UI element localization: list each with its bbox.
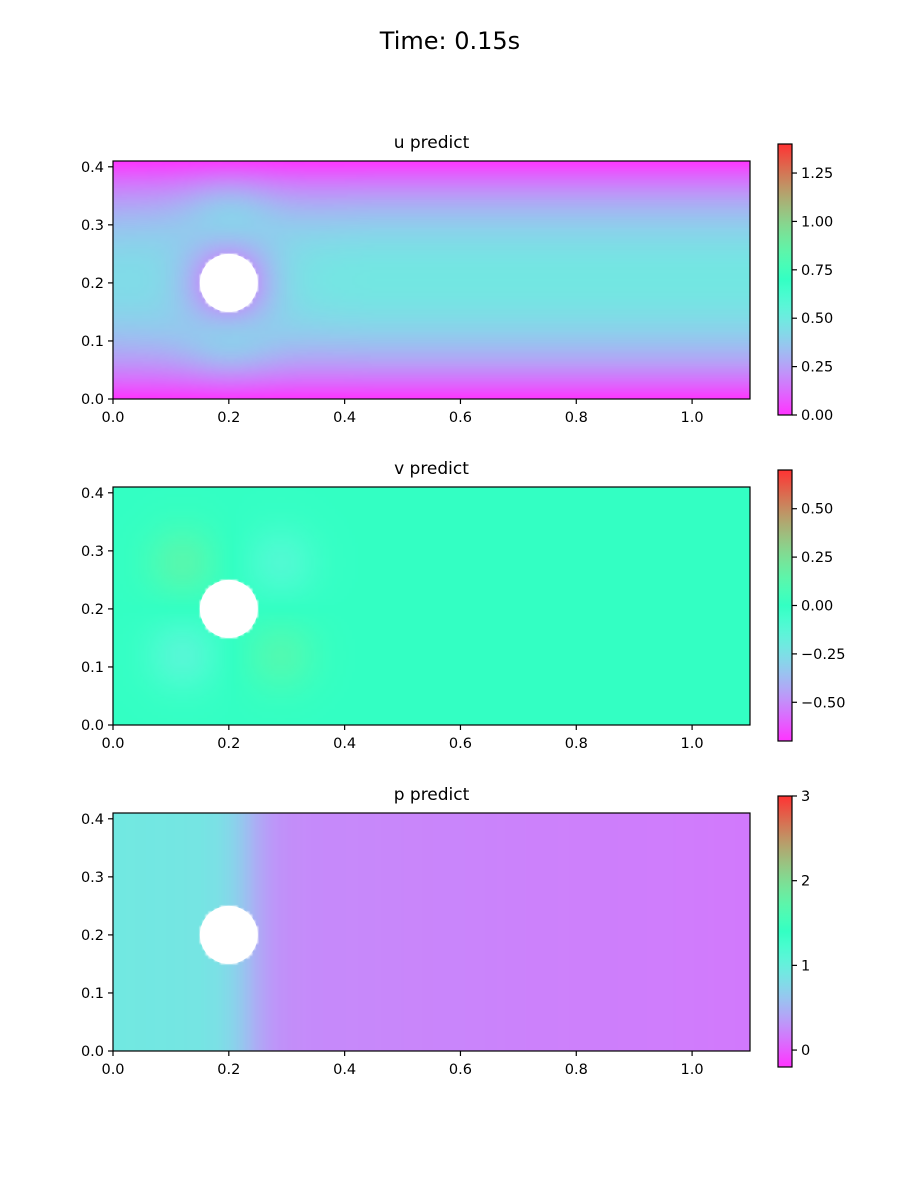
colorbar-tick-label: −0.25 [801, 647, 845, 663]
y-tick-label: 0.1 [81, 986, 104, 1002]
colorbar [778, 470, 792, 741]
x-tick-label: 0.8 [565, 1062, 588, 1078]
panel-3: p predict 0.0 0.2 0.4 0.6 0.8 1.0 0.0 0.1 0.2 0.3 0… [81, 785, 810, 1078]
colorbar-tick-label: 1.00 [801, 214, 833, 230]
y-tick-label: 0.0 [81, 718, 104, 734]
panels: u predict 0.0 0.2 0.4 0.6 0.8 1.0 0.0 0.1 0.2 0.3 0… [81, 133, 846, 1078]
colorbar-tick-label: 2 [801, 874, 810, 890]
x-tick-label: 0.2 [217, 1062, 240, 1078]
colorbar-tick-label: 0.25 [801, 550, 833, 566]
x-tick-label: 0.8 [565, 410, 588, 426]
plot-frame [112, 486, 751, 726]
colorbar [778, 144, 792, 415]
panel-2: v predict 0.0 0.2 0.4 0.6 0.8 1.0 0.0 0.1 0.2 0.3 0… [81, 459, 846, 752]
y-tick-label: 0.4 [81, 160, 104, 176]
y-tick-label: 0.2 [81, 928, 104, 944]
y-tick-label: 0.3 [81, 870, 104, 886]
x-tick-label: 0.4 [333, 410, 356, 426]
y-tick-label: 0.0 [81, 1044, 104, 1060]
colorbar-tick-label: 0.50 [801, 311, 833, 327]
x-tick-label: 0.0 [101, 736, 124, 752]
x-tick-label: 0.6 [449, 410, 472, 426]
x-tick-label: 0.2 [217, 736, 240, 752]
colorbar-tick-label: 1 [801, 958, 810, 974]
colorbar-tick-label: 0.00 [801, 408, 833, 424]
x-tick-label: 0.4 [333, 1062, 356, 1078]
colorbar-tick-label: 0.75 [801, 263, 833, 279]
x-tick-label: 0.6 [449, 1062, 472, 1078]
colorbar-tick-label: 0 [801, 1043, 810, 1059]
panel-title: u predict [394, 133, 470, 153]
panel-title: v predict [394, 459, 469, 479]
x-tick-label: 1.0 [681, 1062, 704, 1078]
y-tick-label: 0.3 [81, 544, 104, 560]
y-tick-label: 0.2 [81, 276, 104, 292]
y-tick-label: 0.1 [81, 660, 104, 676]
x-tick-label: 1.0 [681, 736, 704, 752]
x-tick-label: 0.6 [449, 736, 472, 752]
colorbar-tick-label: −0.50 [801, 695, 845, 711]
x-tick-label: 0.4 [333, 736, 356, 752]
cylinder-obstacle [199, 253, 258, 312]
colorbar-tick-label: 1.25 [801, 166, 833, 182]
x-tick-label: 0.8 [565, 736, 588, 752]
x-tick-label: 0.0 [101, 410, 124, 426]
colorbar-tick-label: 0.25 [801, 360, 833, 376]
cylinder-obstacle [199, 579, 258, 638]
panel-title: p predict [394, 785, 470, 805]
y-tick-label: 0.4 [81, 486, 104, 502]
y-tick-label: 0.4 [81, 812, 104, 828]
colorbar-tick-label: 0.50 [801, 502, 833, 518]
colorbar-frame [777, 143, 793, 416]
y-tick-label: 0.1 [81, 334, 104, 350]
x-tick-label: 1.0 [681, 410, 704, 426]
plot-frame [112, 812, 751, 1052]
y-tick-label: 0.0 [81, 392, 104, 408]
x-tick-label: 0.2 [217, 410, 240, 426]
x-tick-label: 0.0 [101, 1062, 124, 1078]
panel-1: u predict 0.0 0.2 0.4 0.6 0.8 1.0 0.0 0.1 0.2 0.3 0… [81, 133, 833, 426]
colorbar-frame [777, 795, 793, 1068]
colorbar [778, 796, 792, 1067]
plot-frame [112, 160, 751, 400]
cylinder-obstacle [199, 905, 258, 964]
figure-suptitle: Time: 0.15s [379, 27, 520, 55]
y-tick-label: 0.2 [81, 602, 104, 618]
colorbar-tick-label: 0.00 [801, 599, 833, 615]
colorbar-tick-label: 3 [801, 789, 810, 805]
y-tick-label: 0.3 [81, 218, 104, 234]
